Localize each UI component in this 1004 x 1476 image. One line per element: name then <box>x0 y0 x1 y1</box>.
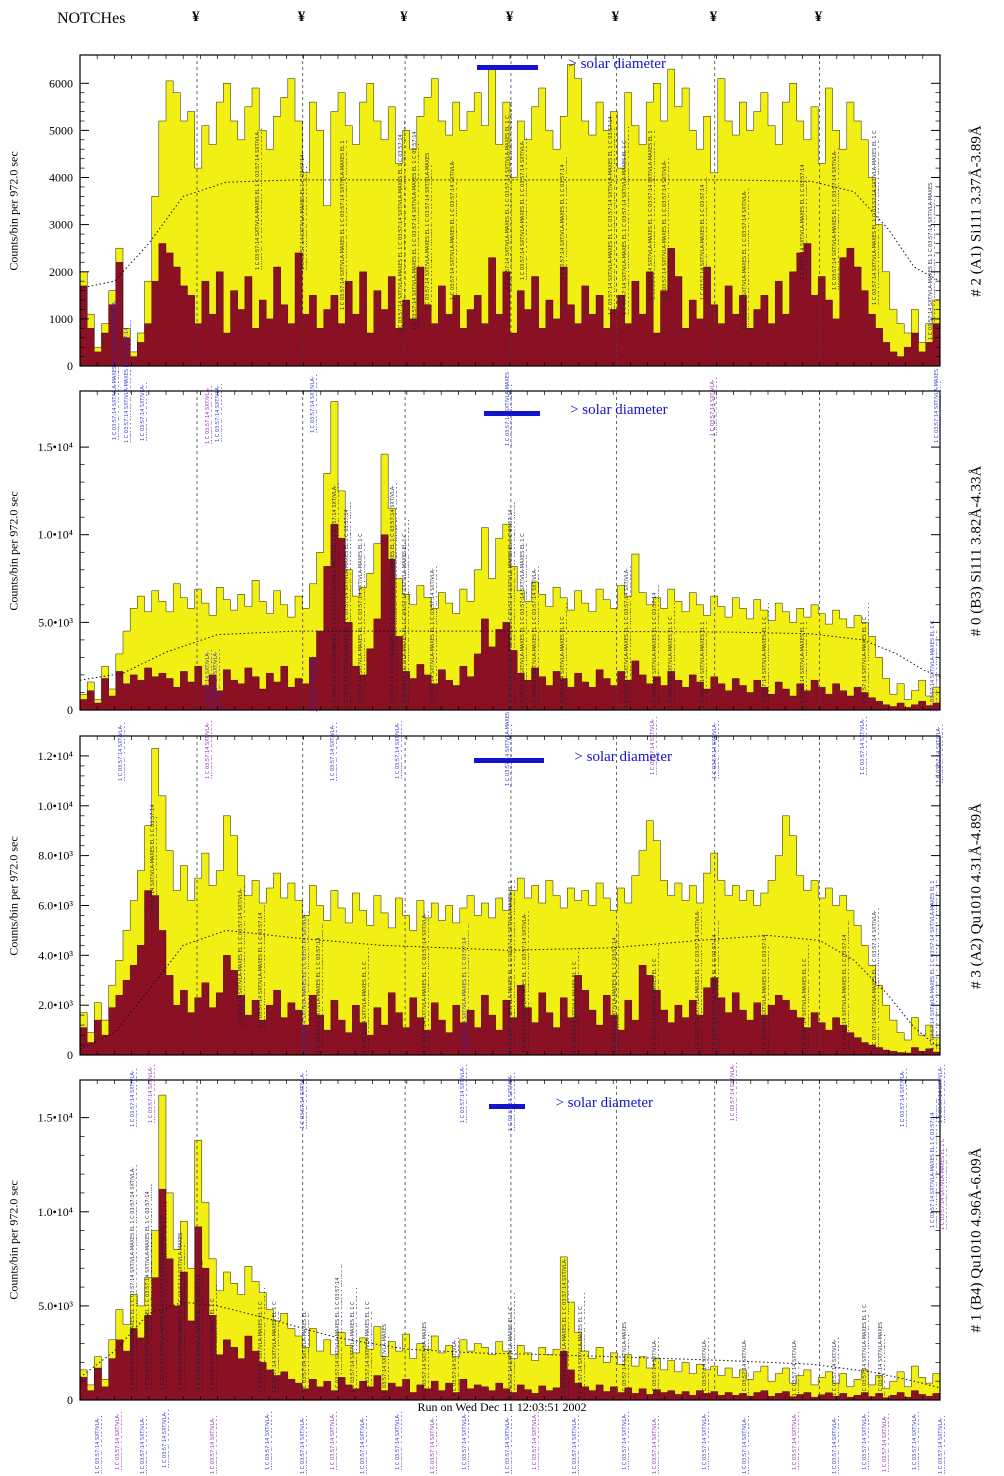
svg-text:5000: 5000 <box>49 123 73 137</box>
svg-text:6000: 6000 <box>49 76 73 90</box>
notch-symbol: ¥ <box>400 9 408 25</box>
svg-text:3000: 3000 <box>49 218 73 232</box>
annotation-column: 1 C 03:57:14 SXT/VLA-MAXES EL 1 C 03:57:… <box>330 1411 337 1470</box>
svg-text:0: 0 <box>67 1048 73 1062</box>
panel-b3-si111: 0 5.0•10³ 1.0•10⁴ 1.5•10⁴ Counts/bin per 97… <box>0 390 1004 717</box>
channel-label: # 0 (B3) Si111 3.82Å-4.33Å <box>968 465 985 636</box>
svg-text:0: 0 <box>67 359 73 373</box>
svg-text:4.0•10³: 4.0•10³ <box>38 948 73 962</box>
solar-diameter-label: > solar diameter <box>574 749 672 765</box>
svg-text:0: 0 <box>67 1393 73 1407</box>
svg-text:5.0•10³: 5.0•10³ <box>38 615 73 629</box>
annotation-column: 1 C 03:57:14 SXT/VLA-MAXES EL 1 C 03:57:… <box>938 1415 945 1474</box>
notch-symbol: ¥ <box>611 9 620 25</box>
svg-text:4000: 4000 <box>49 171 73 185</box>
histogram-plot: 0 5.0•10³ 1.0•10⁴ 1.5•10⁴ <box>38 390 941 717</box>
channel-label: # 2 (A1) Si111 3.37Å-3.89Å <box>968 124 985 297</box>
svg-text:1.5•10⁴: 1.5•10⁴ <box>38 1111 73 1125</box>
notch-symbol: ¥ <box>505 9 514 25</box>
histogram-plot: 0 2.0•10³ 4.0•10³ 6.0•10³ 8.0•10³ 1.0•10⁴ 1.2•… <box>38 735 941 1062</box>
annotation-column: 1 C 03:57:14 SXT/VLA-MAXES EL 1 C 03:57:… <box>912 1411 919 1470</box>
solar-diameter-label: > solar diameter <box>568 56 666 72</box>
y-axis-label: Counts/bin per 972.0 sec <box>6 835 21 956</box>
annotation-column: 1 C 03:57:14 SXT/VLA-MAXES EL 1 C 03:57:… <box>622 1411 629 1470</box>
notch-symbol: ¥ <box>814 9 823 25</box>
svg-text:0: 0 <box>67 703 73 717</box>
svg-text:1.0•10⁴: 1.0•10⁴ <box>38 799 73 813</box>
channel-label: # 3 (A2) Qu1010 4.31Å-4.89Å <box>968 802 985 989</box>
run-timestamp: Run on Wed Dec 11 12:03:51 2002 <box>417 1400 587 1414</box>
panel-a2-qu1010: 0 2.0•10³ 4.0•10³ 6.0•10³ 8.0•10³ 1.0•10⁴ 1.2•… <box>0 735 1004 1062</box>
annotation-column: 1 C 03:57:14 SXT/VLA-MAXES EL 1 C 03:57:… <box>300 1415 307 1474</box>
solar-diameter-label: > solar diameter <box>570 402 668 418</box>
notch-symbol: ¥ <box>709 9 718 25</box>
svg-text:8.0•10³: 8.0•10³ <box>38 849 73 863</box>
panel-b4-qu1010: 0 5.0•10³ 1.0•10⁴ 1.5•10⁴ Counts/bin per 97… <box>0 1079 1004 1407</box>
solar-diameter-bar <box>477 65 539 70</box>
svg-text:5.0•10³: 5.0•10³ <box>38 1299 73 1313</box>
svg-text:1.2•10⁴: 1.2•10⁴ <box>38 749 73 763</box>
svg-text:1.0•10⁴: 1.0•10⁴ <box>38 528 73 542</box>
notch-symbol: ¥ <box>191 9 200 25</box>
y-axis-label: Counts/bin per 972.0 sec <box>6 150 21 271</box>
svg-text:1000: 1000 <box>49 312 73 326</box>
annotation-column: 1 C 03:57:14 SXT/VLA-MAXES EL 1 C 03:57:… <box>832 1415 839 1474</box>
annotation-column: 1 C 03:57:14 SXT/VLA-MAXES EL 1 C 03:57:… <box>652 1415 659 1474</box>
annotation-column: 1 C 03:57:14 SXT/VLA-MAXES EL 1 C 03:57:… <box>95 1415 102 1474</box>
annotation-column: 1 C 03:57:14 SXT/VLA-MAXES EL 1 C 03:57:… <box>115 1411 122 1470</box>
svg-text:1.5•10⁴: 1.5•10⁴ <box>38 440 73 454</box>
annotation-column: 1 C 03:57:14 SXT/VLA-MAXES EL 1 C 03:57:… <box>140 1415 147 1474</box>
annotation-column: 1 C 03:57:14 SXT/VLA-MAXES EL 1 C 03:57:… <box>792 1411 799 1470</box>
solar-diameter-label: > solar diameter <box>555 1095 654 1111</box>
annotation-column: 1 C 03:57:14 SXT/VLA-MAXES EL 1 C 03:57:… <box>742 1415 749 1474</box>
panel-a1-si111: 0 1000 2000 3000 4000 5000 6000 Counts/bin per… <box>0 54 1004 373</box>
annotation-column: 1 C 03:57:14 SXT/VLA-MAXES EL 1 C 03:57:… <box>360 1415 367 1474</box>
svg-text:2000: 2000 <box>49 265 73 279</box>
annotation-column: 1 C 03:57:14 SXT/VLA-MAXES EL 1 C 03:57:… <box>210 1415 217 1474</box>
notches-title: NOTCHes <box>57 10 126 27</box>
solar-diameter-bar <box>473 758 545 763</box>
annotation-column: 1 C 03:57:14 SXT/VLA-MAXES EL 1 C 03:57:… <box>702 1411 709 1470</box>
notch-symbol: ¥ <box>297 9 306 25</box>
channel-label: # 1 (B4) Qu1010 4.96Å-6.09Å <box>968 1147 985 1333</box>
solar-diameter-bar <box>484 411 541 416</box>
annotation-column: 1 C 03:57:14 SXT/VLA-MAXES EL 1 C 03:57:… <box>395 1411 402 1470</box>
annotation-column: 1 C 03:57:14 SXT/VLA-MAXES EL 1 C 03:57:… <box>265 1411 272 1470</box>
annotation-column: 1 C 03:57:14 SXT/VLA-MAXES EL 1 C 03:57:… <box>162 1409 169 1468</box>
annotation-column: 1 C 03:57:14 SXT/VLA-MAXES EL 1 C 03:57:… <box>882 1413 889 1472</box>
svg-text:6.0•10³: 6.0•10³ <box>38 899 73 913</box>
svg-text:1.0•10⁴: 1.0•10⁴ <box>38 1205 73 1219</box>
histogram-plot: 0 1000 2000 3000 4000 5000 6000 <box>49 54 941 373</box>
y-axis-label: Counts/bin per 972.0 sec <box>6 1180 21 1300</box>
histogram-plot: 0 5.0•10³ 1.0•10⁴ 1.5•10⁴ <box>38 1079 941 1407</box>
solar-diameter-bar <box>489 1104 526 1109</box>
annotation-column: 1 C 03:57:14 SXT/VLA-MAXES EL 1 C 03:57:… <box>862 1411 869 1470</box>
svg-text:2.0•10³: 2.0•10³ <box>38 998 73 1012</box>
y-axis-label: Counts/bin per 972.0 sec <box>6 490 21 611</box>
